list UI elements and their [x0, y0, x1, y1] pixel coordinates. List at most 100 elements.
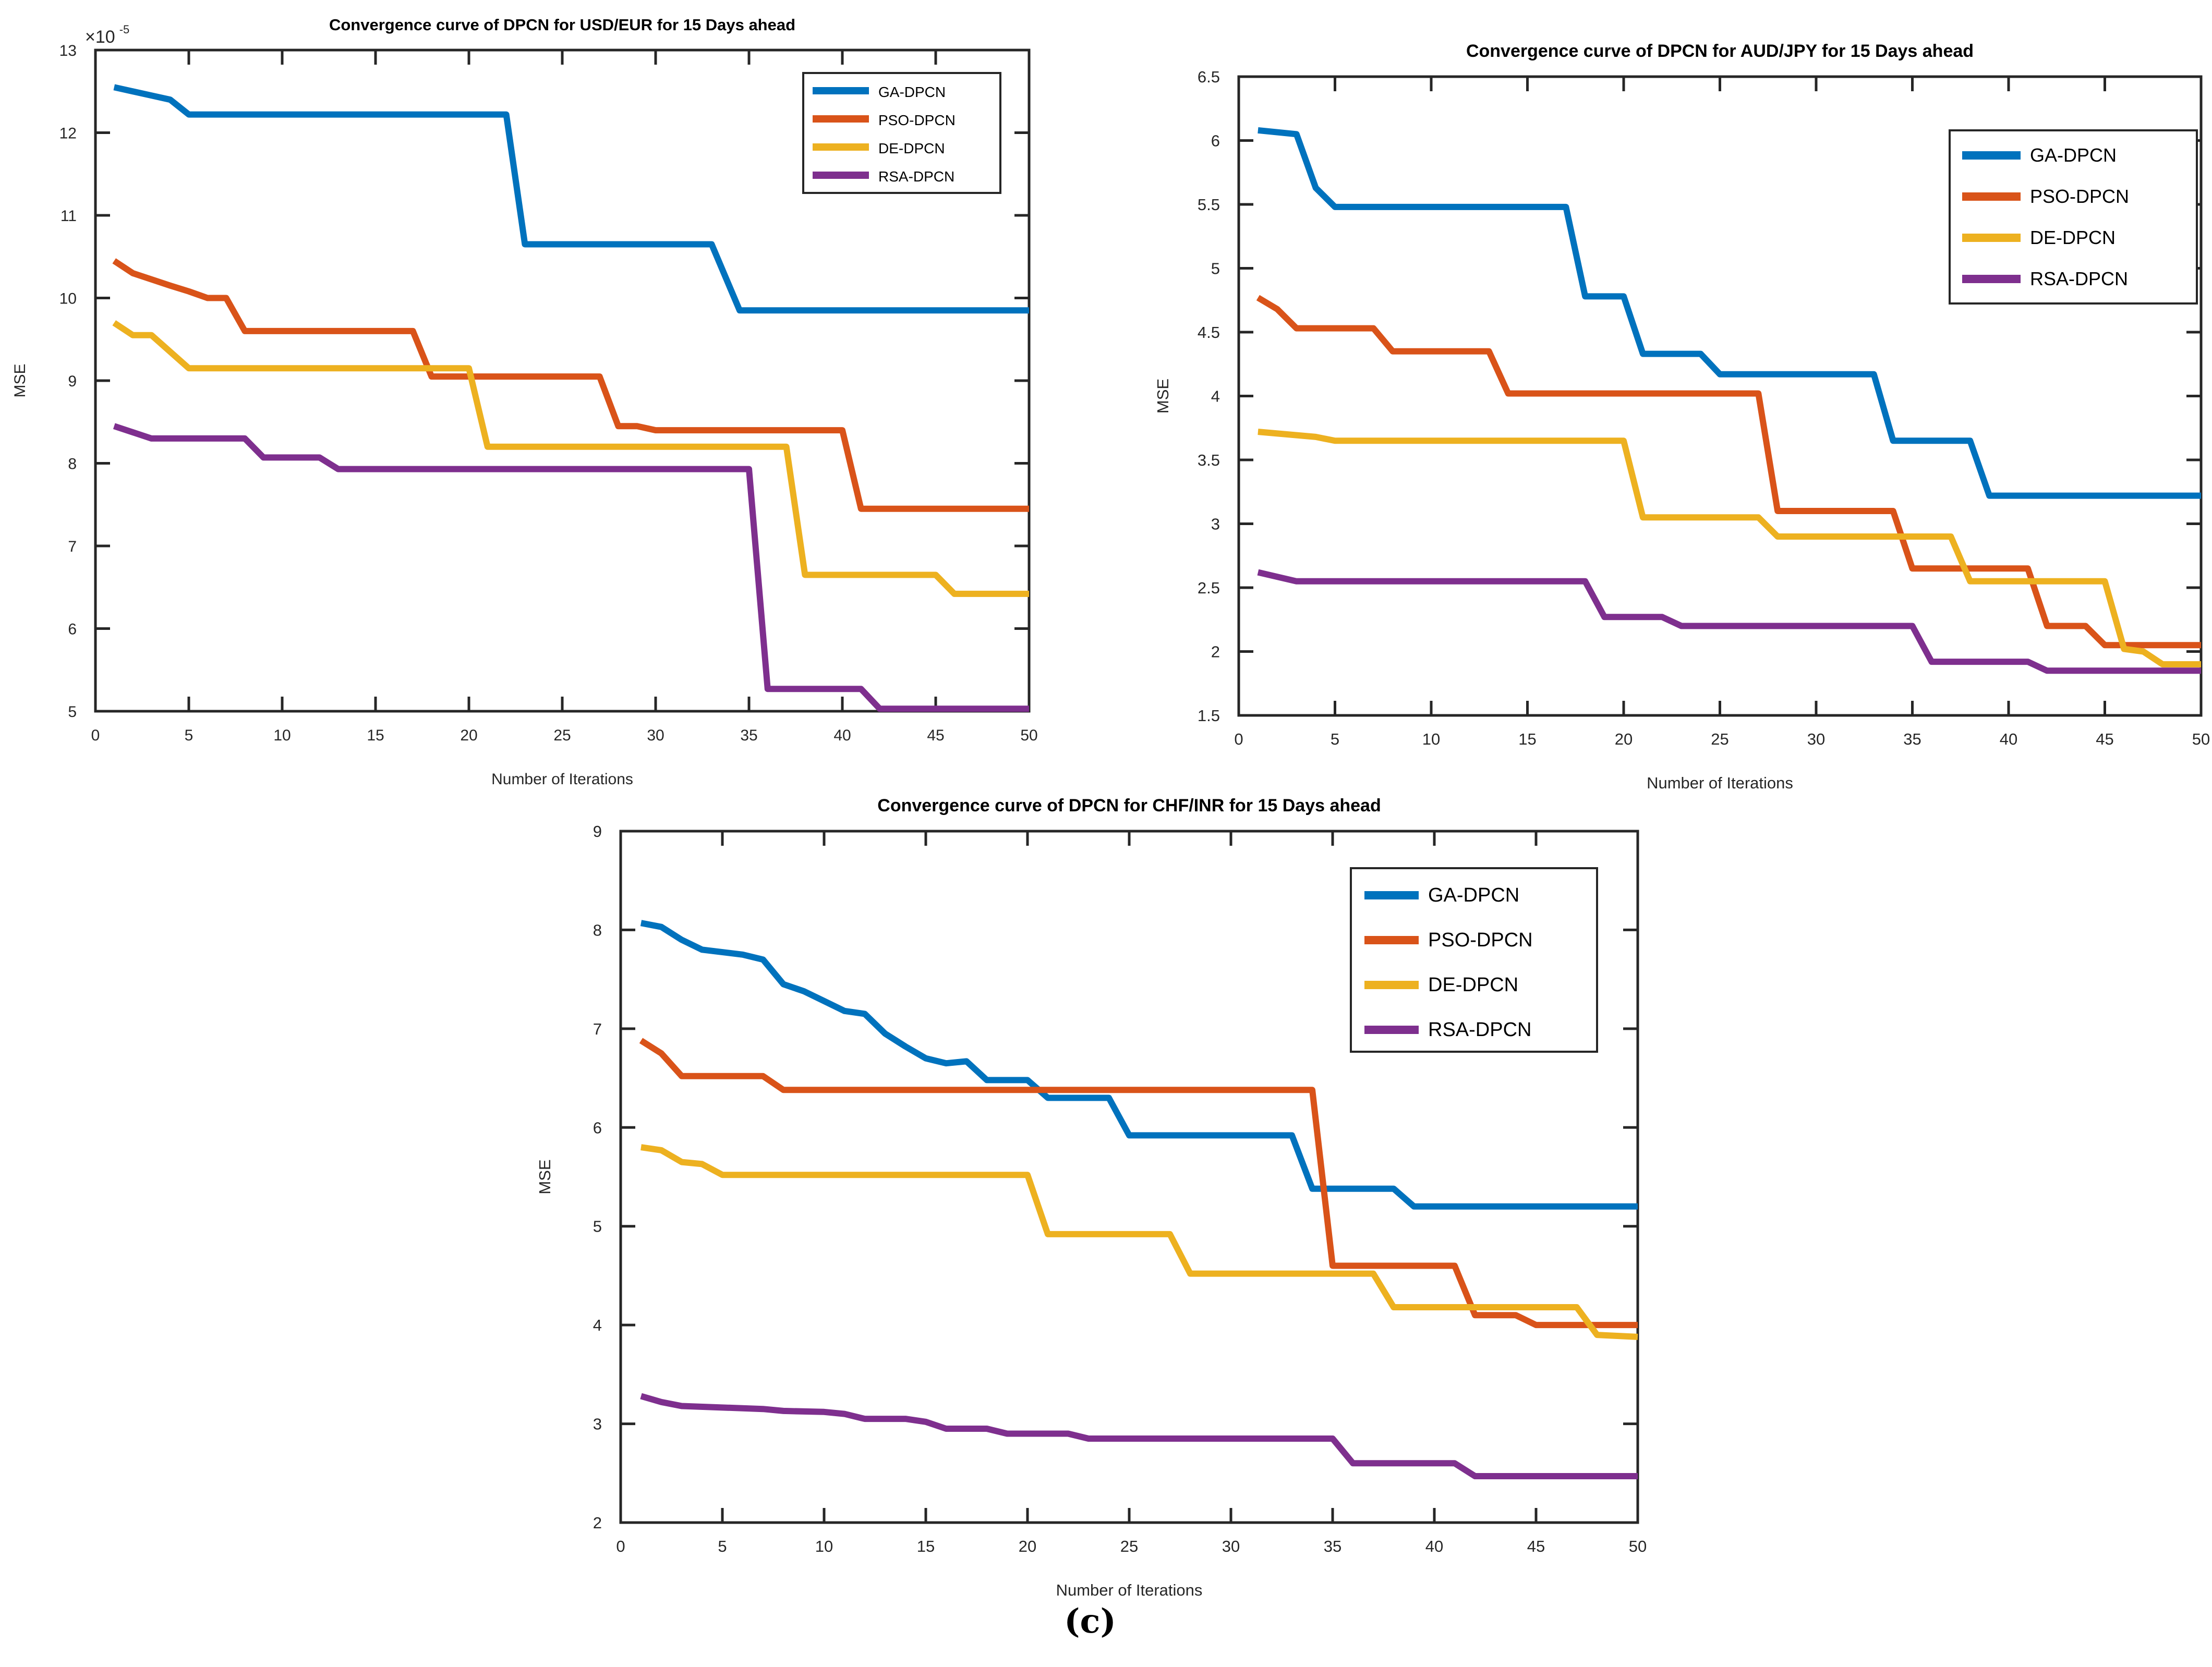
- chart-panel-usd-eur: 0 5 10 15 20 25 30 35 40 45 505678910111213Converg…: [11, 16, 1038, 788]
- x-axis-label: Number of Iterations: [491, 771, 633, 788]
- x-tick-label: 15: [917, 1537, 935, 1555]
- x-tick-label: 15: [367, 727, 384, 744]
- x-tick-label: 5: [718, 1537, 727, 1555]
- y-tick-label: 6.5: [1198, 68, 1220, 86]
- y-axis-label: MSE: [536, 1159, 554, 1194]
- x-tick-label: 0: [616, 1537, 625, 1555]
- x-tick-label: 15: [1518, 730, 1536, 748]
- y-tick-label: 5: [593, 1218, 602, 1236]
- y-tick-label: 7: [68, 538, 77, 555]
- y-tick-label: 11: [61, 208, 77, 225]
- x-tick-label: 40: [1425, 1537, 1443, 1555]
- chart-title: Convergence curve of DPCN for USD/EUR fo…: [329, 16, 795, 34]
- y-tick-label: 9: [593, 822, 602, 841]
- x-tick-label: 35: [1903, 730, 1921, 748]
- x-tick-label: 5: [1331, 730, 1339, 748]
- y-tick-label: 3.5: [1198, 451, 1220, 469]
- x-tick-label: 25: [1120, 1537, 1138, 1555]
- y-tick-label: 4: [1211, 387, 1220, 406]
- chart-title: Convergence curve of DPCN for AUD/JPY fo…: [1466, 41, 1974, 61]
- legend-label: PSO-DPCN: [2030, 186, 2129, 207]
- series-line-de-dpcn: [640, 1144, 1638, 1340]
- series-line-pso-dpcn: [639, 1038, 1638, 1329]
- x-tick-label: 25: [1711, 730, 1728, 748]
- x-tick-label: 10: [815, 1537, 833, 1555]
- y-tick-label: 7: [593, 1020, 602, 1038]
- legend-label: GA-DPCN: [1428, 884, 1519, 906]
- x-tick-label: 50: [1629, 1537, 1647, 1555]
- x-tick-label: 30: [647, 727, 664, 744]
- chart-title: Convergence curve of DPCN for CHF/INR fo…: [877, 796, 1381, 816]
- legend-label: DE-DPCN: [1428, 974, 1518, 996]
- y-tick-label: 13: [59, 42, 77, 59]
- x-tick-label: 20: [460, 727, 477, 744]
- x-tick-label: 25: [553, 727, 571, 744]
- legend-label: GA-DPCN: [2030, 144, 2117, 166]
- x-tick-label: 0: [91, 727, 100, 744]
- series-line-rsa-dpcn: [1257, 569, 2201, 674]
- x-tick-label: 0: [1234, 730, 1243, 748]
- y-tick-label: 12: [59, 125, 77, 142]
- chart-panel-chf-inr: 0 5 10 15 20 25 30 35 40 45 5023456789Convergence …: [536, 796, 1647, 1599]
- x-tick-label: 45: [2096, 730, 2113, 748]
- y-tick-label: 10: [59, 290, 77, 308]
- y-tick-label: 2.5: [1198, 579, 1220, 597]
- x-tick-label: 40: [2000, 730, 2017, 748]
- legend-label: DE-DPCN: [2030, 227, 2116, 248]
- x-tick-label: 20: [1615, 730, 1633, 748]
- chart-panel-aud-jpy: 0 5 10 15 20 25 30 35 40 45 50 1.5 2 2.5 3 3.5 4 4.5 5 5.5 6…: [1154, 41, 2210, 792]
- y-tick-label: 2: [1211, 643, 1220, 661]
- x-tick-label: 30: [1222, 1537, 1240, 1555]
- y-tick-label: 6: [1211, 132, 1220, 150]
- y-tick-label: 5: [68, 703, 77, 721]
- series-line-pso-dpcn: [1256, 295, 2201, 649]
- y-tick-label: 3: [1211, 515, 1220, 533]
- series-line-rsa-dpcn: [640, 1393, 1638, 1479]
- y-tick-label: 4: [593, 1316, 602, 1334]
- y-tick-label: 8: [68, 456, 77, 473]
- y-tick-label: 2: [593, 1514, 602, 1532]
- series-line-de-dpcn: [112, 320, 1029, 597]
- x-tick-label: 50: [1020, 727, 1037, 744]
- y-tick-label: 3: [593, 1415, 602, 1433]
- y-tick-label: 9: [68, 373, 77, 390]
- x-tick-label: 50: [2192, 730, 2210, 748]
- series-line-ga-dpcn: [1258, 127, 2201, 499]
- legend-label: GA-DPCN: [878, 84, 946, 100]
- y-tick-label: 5.5: [1198, 196, 1220, 214]
- series-line-ga-dpcn: [113, 84, 1029, 314]
- x-axis-label: Number of Iterations: [1056, 1581, 1203, 1599]
- legend-label: RSA-DPCN: [2030, 268, 2128, 289]
- y-axis-label: MSE: [11, 363, 29, 397]
- x-axis-label: Number of Iterations: [1647, 774, 1793, 792]
- legend-label: PSO-DPCN: [878, 112, 956, 128]
- x-tick-label: 30: [1807, 730, 1825, 748]
- x-tick-label: 35: [1324, 1537, 1341, 1555]
- x-tick-label: 40: [833, 727, 851, 744]
- figure-caption: (c): [1064, 1602, 1116, 1641]
- y-axis-label: MSE: [1154, 379, 1172, 413]
- legend-label: RSA-DPCN: [1428, 1019, 1531, 1041]
- x-tick-label: 10: [273, 727, 291, 744]
- series-line-pso-dpcn: [112, 258, 1029, 512]
- series-line-de-dpcn: [1258, 429, 2201, 667]
- legend-label: RSA-DPCN: [878, 168, 954, 185]
- x-tick-label: 45: [1527, 1537, 1545, 1555]
- x-tick-label: 5: [185, 727, 194, 744]
- y-scale-label: ×10 -5: [85, 23, 129, 47]
- legend-label: PSO-DPCN: [1428, 929, 1533, 951]
- y-tick-label: 4.5: [1198, 323, 1220, 342]
- y-tick-label: 8: [593, 921, 602, 939]
- y-tick-label: 6: [68, 621, 77, 638]
- y-tick-label: 5: [1211, 260, 1220, 278]
- legend-label: DE-DPCN: [878, 140, 945, 156]
- y-tick-label: 1.5: [1198, 707, 1220, 725]
- x-tick-label: 45: [927, 727, 944, 744]
- y-tick-label: 6: [593, 1118, 602, 1137]
- series-line-ga-dpcn: [640, 920, 1638, 1210]
- x-tick-label: 35: [740, 727, 757, 744]
- x-tick-label: 20: [1019, 1537, 1036, 1555]
- x-tick-label: 10: [1422, 730, 1440, 748]
